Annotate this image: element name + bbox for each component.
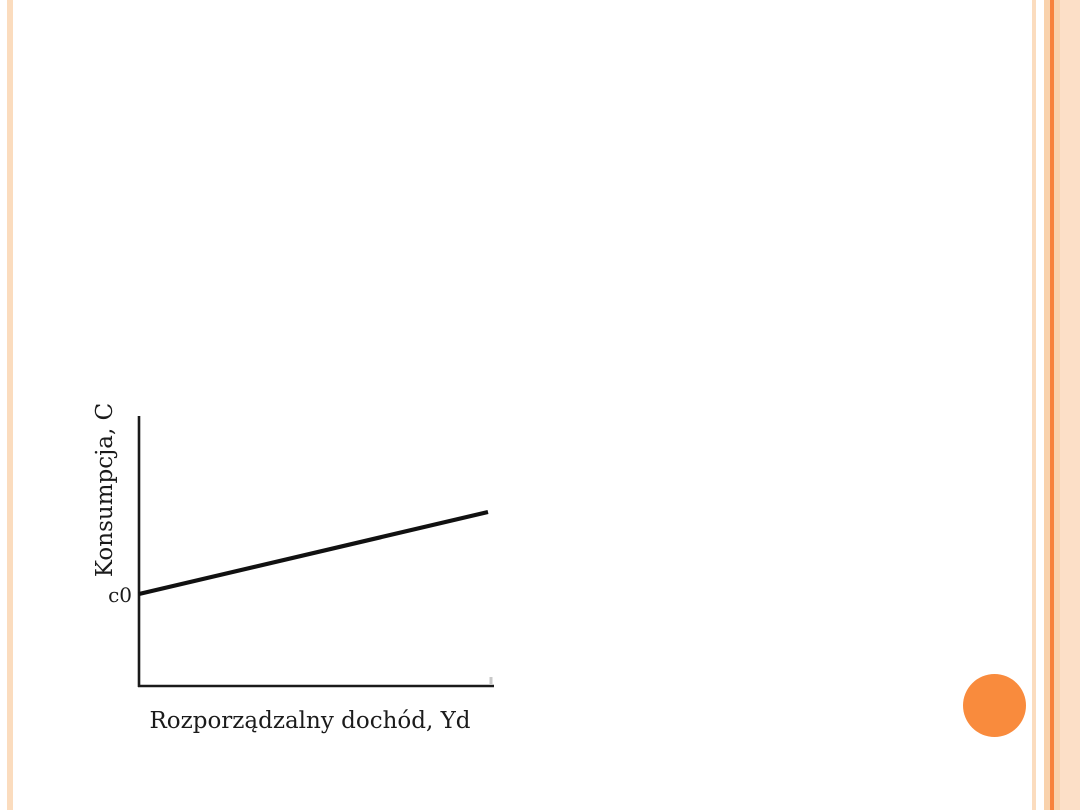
right-edge-stripe-thin [1032, 0, 1036, 810]
consumption-function-chart: c0 Konsumpcja, C Rozporządzalny dochód, … [92, 403, 494, 734]
consumption-line [138, 509, 489, 597]
decorative-circle [963, 674, 1026, 737]
left-edge-stripe [7, 0, 13, 810]
x-axis-label: Rozporządzalny dochód, Yd [149, 708, 470, 734]
y-axis-label: Konsumpcja, C [92, 403, 118, 577]
right-edge-stripe-band-1 [1044, 0, 1050, 810]
right-edge-stripe-accent [1050, 0, 1054, 810]
right-edge-stripe-band-2 [1054, 0, 1060, 810]
y-intercept-label: c0 [108, 583, 132, 607]
right-edge-stripe-field [1060, 0, 1080, 810]
